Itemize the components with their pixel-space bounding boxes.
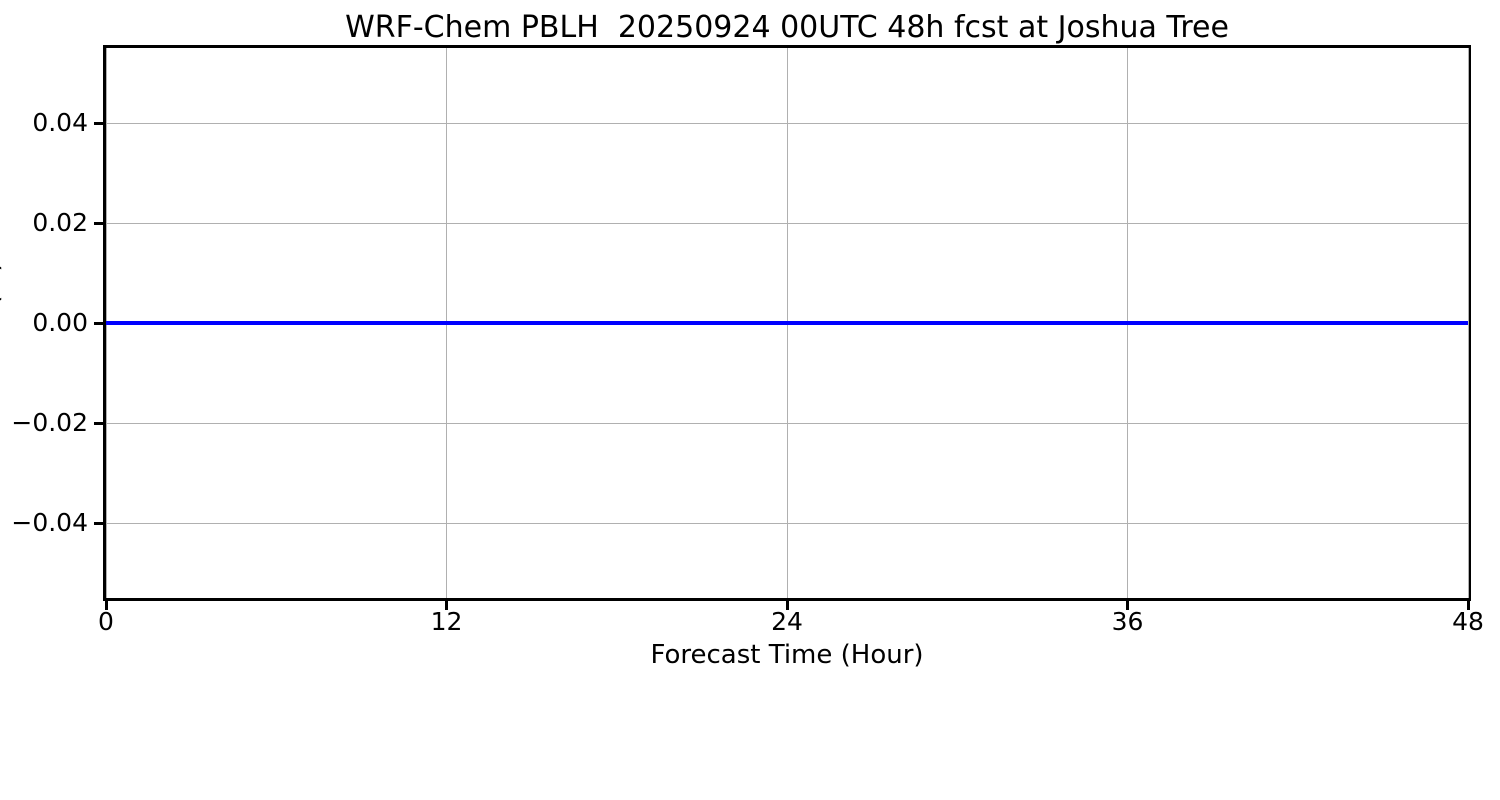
plot-canvas <box>106 321 1468 325</box>
y-tick-label: −0.04 <box>11 508 88 537</box>
y-tick-mark <box>94 321 103 325</box>
y-tick-mark <box>94 421 103 425</box>
chart-title: WRF-Chem PBLH 20250924 00UTC 48h fcst at… <box>345 10 1229 45</box>
y-tick-label: −0.02 <box>11 408 88 437</box>
y-tick-label: 0.00 <box>32 308 88 337</box>
x-axis-label: Forecast Time (Hour) <box>650 640 924 670</box>
y-tick-mark <box>94 221 103 225</box>
y-tick-label: 0.02 <box>32 208 88 237</box>
x-tick-label: 0 <box>98 607 114 636</box>
x-tick-label: 36 <box>1111 607 1144 636</box>
gridline-vertical <box>1467 48 1469 598</box>
x-tick-label: 12 <box>430 607 463 636</box>
x-tick-mark <box>1126 601 1129 610</box>
plot-area <box>103 45 1471 601</box>
y-tick-mark <box>94 521 103 525</box>
x-tick-mark <box>104 601 108 610</box>
y-tick-label: 0.04 <box>32 108 88 137</box>
x-tick-mark <box>1466 601 1470 610</box>
x-tick-label: 24 <box>771 607 803 636</box>
x-tick-mark <box>445 601 448 610</box>
y-tick-mark <box>94 121 103 125</box>
x-tick-mark <box>785 601 789 610</box>
x-tick-label: 48 <box>1452 607 1484 636</box>
